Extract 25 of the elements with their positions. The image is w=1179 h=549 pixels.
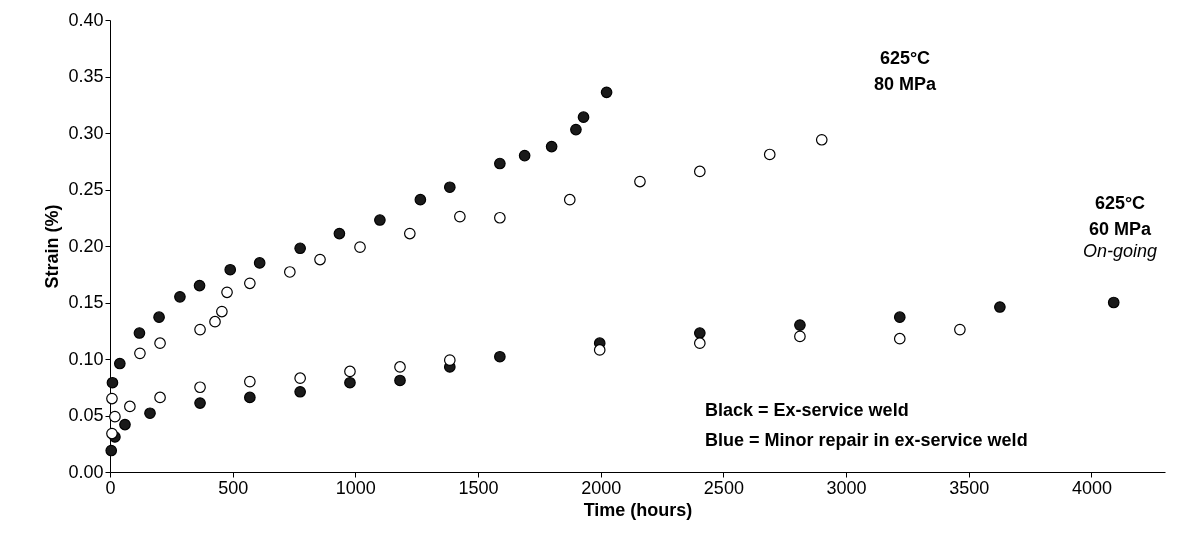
y-tick-label: 0.30: [68, 122, 104, 143]
y-tick-label: 0.05: [68, 405, 104, 425]
x-tick-label: 4000: [1071, 477, 1112, 498]
y-tick-label: 0.15: [68, 292, 104, 312]
x-tick-label: 500: [218, 477, 249, 498]
y-tick-label: 0.35: [68, 66, 104, 86]
y-tick-label: 0.40: [68, 9, 104, 30]
x-tick-label: 2500: [703, 477, 744, 498]
x-tick-label: 0: [105, 477, 116, 498]
x-tick-label: 2000: [581, 477, 622, 498]
y-tick-label: 0.20: [68, 235, 104, 256]
annotation: Black = Ex-service weld: [705, 400, 909, 420]
x-tick-label: 1500: [458, 477, 499, 498]
y-axis-title: Strain (%): [42, 204, 63, 289]
x-tick-label: 1000: [335, 477, 376, 498]
x-axis-title: Time (hours): [583, 499, 693, 520]
annotation: 625°C 60 MPa: [1088, 193, 1152, 239]
annotation: On-going: [1082, 241, 1158, 261]
annotation: 625°C 80 MPa: [873, 48, 937, 94]
annotation: Blue = Minor repair in ex-service weld: [705, 430, 1028, 450]
y-tick-label: 0.00: [68, 461, 104, 482]
x-tick-label: 3500: [949, 477, 990, 498]
x-tick-label: 3000: [826, 477, 867, 498]
y-tick-label: 0.10: [68, 348, 104, 369]
y-tick-label: 0.25: [68, 179, 104, 199]
